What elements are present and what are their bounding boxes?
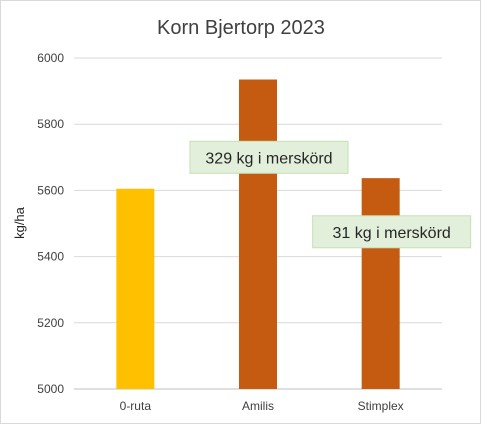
y-tick-label: 6000: [37, 51, 64, 65]
annotation-text: 329 kg i merskörd: [205, 150, 332, 167]
y-tick-label: 5600: [37, 183, 64, 197]
annotation-box: [312, 215, 472, 249]
chart-title: Korn Bjertorp 2023: [157, 17, 325, 39]
bar: [116, 188, 155, 389]
y-axis-label: kg/ha: [12, 206, 27, 239]
y-tick-label: 5400: [37, 250, 64, 264]
x-axis-ticks: 0-ruta Amilis Stimplex: [120, 399, 404, 413]
y-axis-ticks: 5000 5200 5400 5600 5800 6000: [37, 51, 64, 396]
x-tick-label: Stimplex: [358, 399, 404, 413]
bars: [116, 79, 400, 389]
bar: [361, 178, 400, 389]
annotation-box: [189, 140, 349, 174]
bar: [239, 79, 277, 389]
annotations: 329 kg i merskörd 31 kg i merskörd: [189, 140, 472, 249]
x-tick-label: Amilis: [242, 399, 274, 413]
y-tick-label: 5800: [37, 117, 64, 131]
x-tick-label: 0-ruta: [120, 399, 152, 413]
y-tick-label: 5000: [37, 382, 64, 396]
y-tick-label: 5200: [37, 316, 64, 330]
annotation-text: 31 kg i merskörd: [333, 225, 451, 242]
